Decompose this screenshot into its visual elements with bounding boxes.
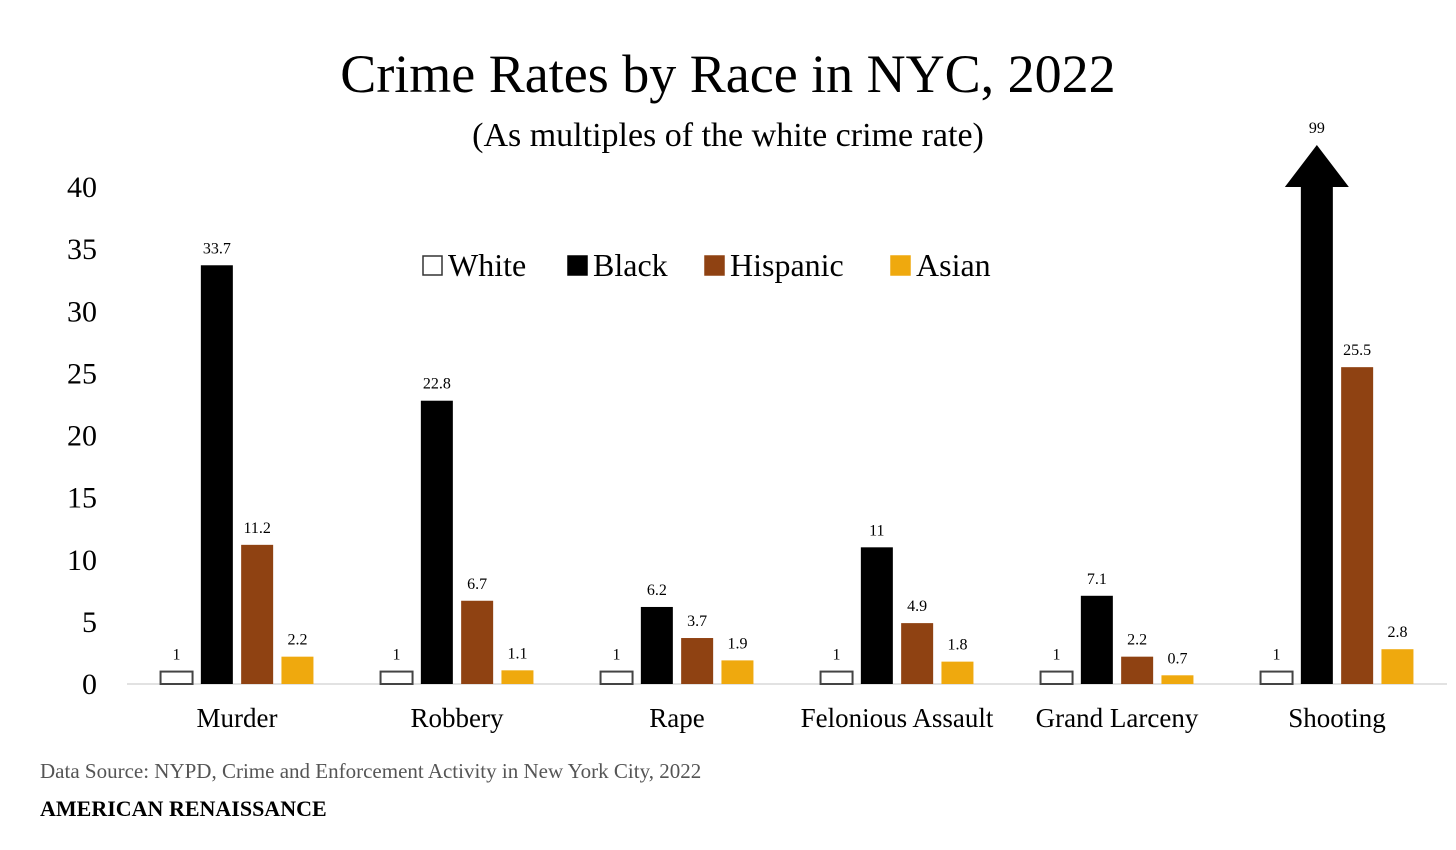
value-label: 1.8 bbox=[947, 637, 967, 654]
x-tick-label: Robbery bbox=[411, 703, 504, 733]
y-tick-label: 25 bbox=[67, 357, 97, 390]
bar bbox=[281, 656, 314, 684]
x-tick-label: Shooting bbox=[1288, 703, 1386, 733]
value-label: 11.2 bbox=[243, 520, 270, 537]
value-label: 25.5 bbox=[1343, 342, 1371, 359]
bar bbox=[1341, 367, 1374, 684]
value-label: 1 bbox=[1053, 647, 1061, 664]
bar bbox=[681, 638, 714, 684]
value-label: 99 bbox=[1309, 120, 1325, 137]
y-tick-label: 15 bbox=[67, 482, 97, 515]
x-tick-label: Rape bbox=[649, 703, 704, 733]
value-label: 1 bbox=[613, 647, 621, 664]
value-label: 7.1 bbox=[1087, 571, 1107, 588]
value-label: 11 bbox=[869, 522, 884, 539]
legend-swatch bbox=[704, 255, 725, 276]
value-label: 1 bbox=[833, 647, 841, 664]
value-label: 2.8 bbox=[1387, 624, 1407, 641]
brand: AMERICAN RENAISSANCE bbox=[40, 796, 327, 821]
legend-swatch bbox=[890, 255, 911, 276]
value-label: 1 bbox=[173, 647, 181, 664]
legend-swatch bbox=[567, 255, 588, 276]
value-label: 1.1 bbox=[507, 645, 527, 662]
y-tick-label: 20 bbox=[67, 420, 97, 453]
value-label: 33.7 bbox=[203, 240, 231, 257]
bar bbox=[1080, 595, 1113, 684]
legend-label: Black bbox=[593, 247, 668, 283]
legend-label: Hispanic bbox=[730, 247, 844, 283]
y-tick-label: 30 bbox=[67, 295, 97, 328]
bar bbox=[1161, 675, 1194, 684]
bar bbox=[200, 265, 233, 684]
bar bbox=[640, 606, 673, 684]
value-label: 4.9 bbox=[907, 598, 927, 615]
source-note: Data Source: NYPD, Crime and Enforcement… bbox=[40, 759, 701, 783]
bar bbox=[501, 670, 534, 684]
bar bbox=[860, 547, 893, 684]
value-label: 1 bbox=[393, 647, 401, 664]
bar bbox=[941, 661, 974, 684]
y-tick-label: 40 bbox=[67, 171, 97, 204]
bar bbox=[1121, 656, 1154, 684]
bar bbox=[1039, 670, 1074, 686]
bar bbox=[599, 670, 634, 686]
bar bbox=[379, 670, 414, 686]
bar bbox=[461, 600, 494, 684]
legend-label: Asian bbox=[916, 247, 991, 283]
chart-subtitle: (As multiples of the white crime rate) bbox=[472, 117, 984, 154]
y-tick-label: 0 bbox=[82, 668, 97, 701]
chart-title: Crime Rates by Race in NYC, 2022 bbox=[340, 44, 1115, 104]
legend-label: White bbox=[448, 247, 526, 283]
bar bbox=[159, 670, 194, 686]
value-label: 22.8 bbox=[423, 376, 451, 393]
value-label: 2.2 bbox=[287, 632, 307, 649]
x-tick-label: Murder bbox=[197, 703, 278, 733]
legend-swatch bbox=[422, 255, 443, 276]
bar bbox=[721, 660, 754, 684]
bar bbox=[901, 623, 934, 684]
value-label: 6.7 bbox=[467, 576, 487, 593]
value-label: 1.9 bbox=[727, 635, 747, 652]
bar-arrow bbox=[1284, 145, 1349, 684]
y-tick-label: 35 bbox=[67, 233, 97, 266]
bar bbox=[1259, 670, 1294, 686]
bar bbox=[1381, 649, 1414, 684]
x-tick-label: Grand Larceny bbox=[1036, 703, 1199, 733]
bar bbox=[241, 544, 274, 684]
y-tick-label: 10 bbox=[67, 544, 97, 577]
y-tick-label: 5 bbox=[82, 606, 97, 639]
value-label: 1 bbox=[1273, 647, 1281, 664]
value-label: 0.7 bbox=[1167, 650, 1187, 667]
bar bbox=[819, 670, 854, 686]
value-label: 6.2 bbox=[647, 582, 667, 599]
value-label: 2.2 bbox=[1127, 632, 1147, 649]
value-label: 3.7 bbox=[687, 613, 707, 630]
x-tick-label: Felonious Assault bbox=[801, 703, 994, 733]
bar bbox=[420, 400, 453, 684]
